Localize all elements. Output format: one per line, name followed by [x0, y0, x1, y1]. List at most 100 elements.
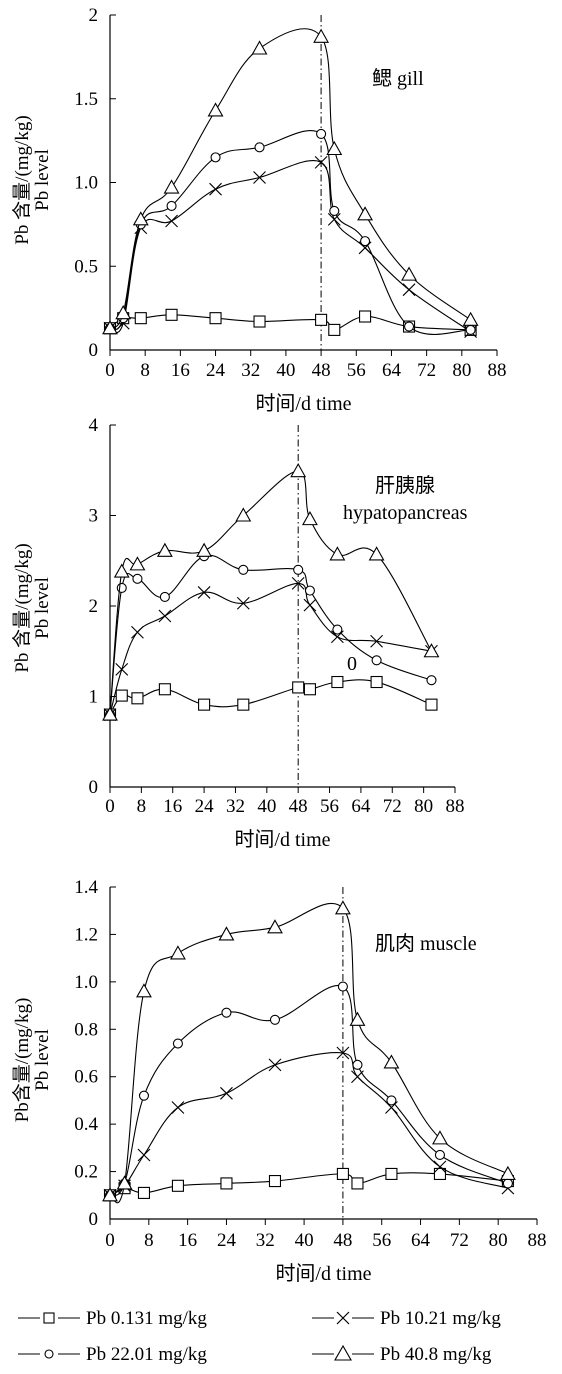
x-tick-label: 64	[382, 360, 402, 381]
data-point-square	[131, 692, 144, 705]
data-point-circle	[159, 591, 170, 603]
data-point-square	[171, 1179, 184, 1192]
x-tick-label: 40	[295, 1230, 314, 1251]
data-point-circle	[138, 1090, 150, 1101]
series-line	[109, 1052, 509, 1196]
legend-cross-icon	[336, 1311, 350, 1325]
y-tick-label: 3	[89, 506, 99, 527]
y-tick-label: 0.5	[74, 256, 98, 277]
data-point-triangle	[156, 542, 173, 557]
series-circle	[104, 981, 513, 1201]
data-point-triangle	[401, 266, 417, 281]
series-line	[109, 679, 432, 715]
data-point-cross	[197, 586, 211, 599]
data-point-cross	[209, 182, 222, 196]
stray-label: 0	[347, 653, 357, 675]
x-tick-label: 16	[163, 796, 182, 817]
x-tick-label: 0	[105, 796, 115, 817]
data-point-square	[134, 312, 147, 325]
legend: Pb 0.131 mg/kg Pb 10.21 mg/kg Pb 22.01 mg/…	[18, 1308, 501, 1365]
data-point-square	[385, 1167, 398, 1180]
y-tick-label: 0	[89, 340, 99, 361]
data-point-circle	[316, 128, 327, 139]
legend-item: Pb 0.131 mg/kg	[18, 1308, 207, 1329]
data-point-cross	[236, 596, 250, 610]
data-point-triangle	[163, 179, 180, 194]
legend-label: Pb 22.01 mg/kg	[86, 1344, 207, 1365]
data-point-circle	[254, 142, 265, 153]
x-tick-label: 16	[178, 1230, 197, 1251]
y-tick-label: 0.6	[74, 1067, 98, 1088]
series-triangle	[102, 463, 440, 721]
data-point-circle	[221, 1007, 232, 1018]
data-point-square	[370, 675, 383, 689]
data-point-circle	[132, 573, 143, 584]
data-point-triangle	[329, 546, 346, 561]
data-point-square	[292, 681, 305, 694]
y-tick-label: 0.2	[74, 1162, 98, 1183]
data-point-cross	[137, 1148, 151, 1162]
x-tick-label: 8	[137, 796, 147, 817]
panel-annotation-en: hypatopancreas	[343, 502, 468, 524]
legend-square-icon	[43, 1312, 55, 1324]
data-point-circle	[502, 1178, 513, 1189]
legend-triangle-icon	[334, 1344, 352, 1361]
x-tick-label: 64	[411, 1230, 431, 1251]
data-point-triangle	[102, 706, 118, 721]
data-point-square	[137, 1186, 151, 1199]
x-tick-label: 64	[351, 796, 371, 817]
series-square	[103, 675, 438, 721]
data-point-square	[331, 675, 344, 689]
series-cross	[103, 576, 438, 721]
data-point-triangle	[115, 305, 132, 320]
x-tick-label: 48	[289, 796, 308, 817]
x-tick-label: 56	[347, 360, 366, 381]
data-point-triangle	[423, 643, 440, 658]
x-tick-label: 80	[489, 1230, 508, 1251]
series-line	[109, 582, 432, 715]
x-tick-label: 24	[206, 360, 226, 381]
data-point-circle	[386, 1095, 397, 1106]
data-point-square	[351, 1177, 364, 1190]
data-point-circle	[426, 675, 437, 686]
series-line	[109, 984, 509, 1196]
panel-annotation: 肝胰腺	[375, 474, 435, 497]
data-point-triangle	[349, 1011, 366, 1026]
chart-panel-3: 0 0.2 0.4 0.6 0.8 1.0 1.2 1.4 0 8 16 24 32 40 48 56 64 72…	[11, 877, 547, 1285]
data-point-square	[165, 308, 178, 321]
legend-item: Pb 22.01 mg/kg	[18, 1344, 207, 1365]
data-point-triangle	[129, 556, 146, 571]
data-point-square	[198, 698, 211, 711]
x-tick-label: 0	[105, 1230, 115, 1251]
data-point-circle	[403, 321, 415, 332]
series-line	[109, 554, 432, 715]
series-square	[103, 308, 477, 336]
x-axis-label: 时间/d time	[255, 392, 351, 415]
x-tick-label: 72	[417, 360, 436, 381]
x-tick-label: 72	[450, 1230, 469, 1251]
data-point-circle	[238, 564, 249, 575]
x-tick-label: 56	[372, 1230, 391, 1251]
data-point-cross	[314, 156, 328, 169]
series-line	[109, 1172, 508, 1196]
data-point-circle	[172, 1038, 183, 1049]
data-point-triangle	[499, 1165, 516, 1180]
y-tick-label: 0.8	[74, 1019, 98, 1040]
data-point-cross	[253, 171, 266, 184]
data-point-triangle	[235, 507, 252, 522]
y-tick-label: 1.4	[74, 877, 98, 898]
data-point-triangle	[196, 542, 213, 557]
y-axis-label: Pb 含量/(mg/kg)	[11, 115, 33, 244]
data-point-triangle	[302, 510, 318, 526]
legend-label: Pb 10.21 mg/kg	[380, 1308, 501, 1329]
data-point-square	[433, 1167, 447, 1180]
x-axis-label: 时间/d time	[275, 1262, 371, 1285]
y-tick-label: 1	[89, 687, 99, 708]
data-point-triangle	[251, 40, 268, 55]
data-point-cross	[291, 576, 305, 590]
y-tick-label: 2	[89, 5, 99, 26]
data-point-triangle	[136, 983, 152, 998]
y-tick-label: 1.2	[74, 924, 98, 945]
data-point-cross	[158, 609, 172, 623]
